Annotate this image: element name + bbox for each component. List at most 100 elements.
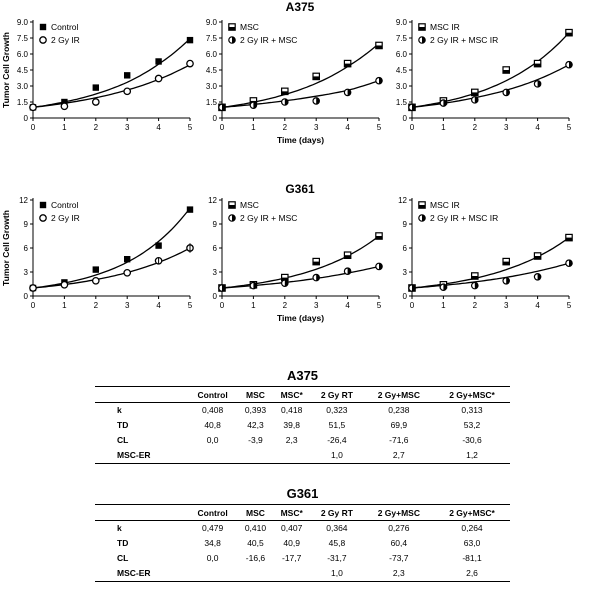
series-fit-line [221, 265, 380, 289]
data-point [565, 28, 573, 37]
data-point [408, 103, 416, 112]
x-tick-label: 1 [251, 301, 256, 310]
column-header: 2 Gy RT [320, 390, 353, 400]
legend-marker [418, 201, 426, 209]
growth-panel: 0 1 2 3 4 5 0 1.5 3.0 4.5 6.0 7.5 9.0 Tumor Cell Grow… [1, 18, 194, 132]
data-point [375, 76, 383, 85]
x-tick-label: 4 [156, 301, 161, 310]
data-point [29, 103, 37, 112]
data-point [154, 74, 163, 83]
table-cell: -30,6 [462, 435, 482, 445]
column-header: Control [197, 390, 228, 400]
column-header: MSC* [280, 508, 303, 518]
data-point [280, 279, 289, 288]
column-header: Control [197, 508, 228, 518]
row-label: k [117, 523, 122, 533]
y-tick-label: 0 [403, 292, 408, 301]
data-point [533, 80, 542, 88]
table-cell: 0,408 [201, 405, 224, 415]
column-header: 2 Gy+MSC* [449, 390, 495, 400]
y-tick-label: 0 [213, 292, 218, 301]
table-cell: 2,3 [392, 568, 405, 578]
y-tick-label: 7.5 [17, 34, 29, 43]
table-row: TD 34,8 40,5 40,9 45,8 60,4 63,0 [95, 536, 510, 551]
data-point [343, 59, 352, 68]
y-tick-label: 12 [208, 196, 217, 205]
data-point [312, 257, 321, 266]
table-row: TD 40,8 42,3 39,8 51,5 69,9 53,2 [95, 418, 510, 433]
y-tick-label: 6 [403, 244, 408, 253]
y-tick-label: 9 [213, 220, 218, 229]
legend-marker [39, 36, 47, 44]
legend-label: MSC [240, 200, 259, 210]
data-point [565, 259, 573, 268]
data-point [186, 36, 194, 44]
y-tick-label: 3 [403, 268, 408, 277]
data-point [439, 99, 448, 107]
table-cell: 0,364 [326, 523, 348, 533]
table-cell [273, 448, 310, 464]
data-point [502, 257, 511, 266]
y-tick-label: 9.0 [206, 18, 218, 27]
data-point [124, 256, 131, 263]
data-point [280, 98, 289, 106]
series-fit-line [411, 237, 570, 289]
data-point [155, 58, 162, 65]
data-point [408, 284, 416, 292]
table-cell: 0,238 [388, 405, 410, 415]
y-tick-label: 6.0 [396, 50, 408, 59]
y-axis-label: Tumor Cell Growth [1, 210, 11, 286]
y-tick-label: 9.0 [17, 18, 29, 27]
column-header: 2 Gy+MSC [377, 508, 420, 518]
x-tick-label: 2 [473, 123, 478, 132]
table-cell: 2,6 [466, 568, 478, 578]
table-row: k 0,408 0,393 0,418 0,323 0,238 0,313 [95, 403, 510, 419]
y-tick-label: 0 [24, 114, 29, 123]
data-point [375, 262, 383, 271]
y-tick-label: 6 [213, 244, 218, 253]
y-tick-label: 4.5 [396, 66, 408, 75]
column-header: MSC [246, 508, 265, 518]
legend-label: 2 Gy IR + MSC IR [430, 213, 498, 223]
table-cell: 42,3 [247, 420, 264, 430]
column-header: 2 Gy+MSC [377, 390, 420, 400]
data-point [343, 251, 352, 260]
data-point [186, 59, 194, 68]
y-tick-label: 0 [213, 114, 218, 123]
table-cell: 39,8 [283, 420, 300, 430]
y-tick-label: 7.5 [396, 34, 408, 43]
legend-label: 2 Gy IR + MSC [240, 213, 297, 223]
x-tick-label: 5 [377, 301, 382, 310]
data-point [312, 72, 321, 81]
y-tick-label: 9.0 [396, 18, 408, 27]
table-row: CL 0,0 -3,9 2,3 -26,4 -71,6 -30,6 [95, 433, 510, 448]
x-tick-label: 3 [504, 301, 509, 310]
data-point [91, 98, 100, 106]
data-point [533, 252, 542, 260]
x-tick-label: 2 [473, 301, 478, 310]
legend-marker [228, 23, 236, 31]
data-point [155, 242, 162, 249]
y-tick-label: 6.0 [17, 50, 29, 59]
y-tick-label: 1.5 [206, 98, 218, 107]
data-point [29, 284, 37, 292]
x-tick-label: 0 [31, 301, 36, 310]
data-point [312, 273, 321, 282]
y-tick-label: 0 [24, 292, 29, 301]
x-tick-label: 5 [567, 123, 572, 132]
table-cell: 40,8 [204, 420, 221, 430]
x-tick-label: 5 [188, 123, 193, 132]
g361-table: Control MSC MSC* 2 Gy RT 2 Gy+MSC 2 Gy+M… [95, 504, 510, 582]
x-tick-label: 0 [410, 123, 415, 132]
legend-label: MSC IR [430, 200, 460, 210]
x-tick-label: 1 [62, 123, 67, 132]
series-fit-line [411, 32, 570, 108]
y-tick-label: 9 [24, 220, 29, 229]
y-tick-label: 4.5 [17, 66, 29, 75]
series-fit-line [411, 262, 570, 289]
table-cell: 0,479 [201, 523, 224, 533]
x-tick-label: 3 [504, 123, 509, 132]
table-cell: 60,4 [390, 538, 408, 548]
row-label: TD [117, 538, 129, 548]
